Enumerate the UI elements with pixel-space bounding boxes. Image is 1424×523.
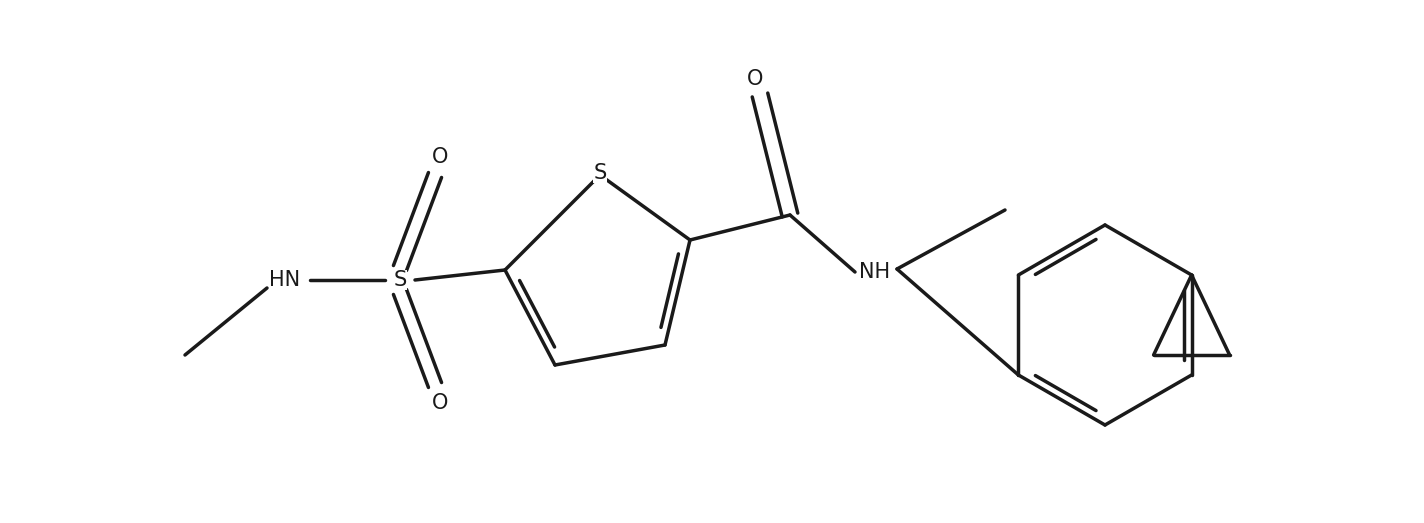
Text: S: S [594, 163, 607, 183]
Text: S: S [393, 270, 407, 290]
Text: O: O [431, 393, 449, 413]
Text: NH: NH [860, 262, 890, 282]
Text: O: O [746, 69, 763, 89]
Text: O: O [431, 147, 449, 167]
Text: HN: HN [269, 270, 300, 290]
